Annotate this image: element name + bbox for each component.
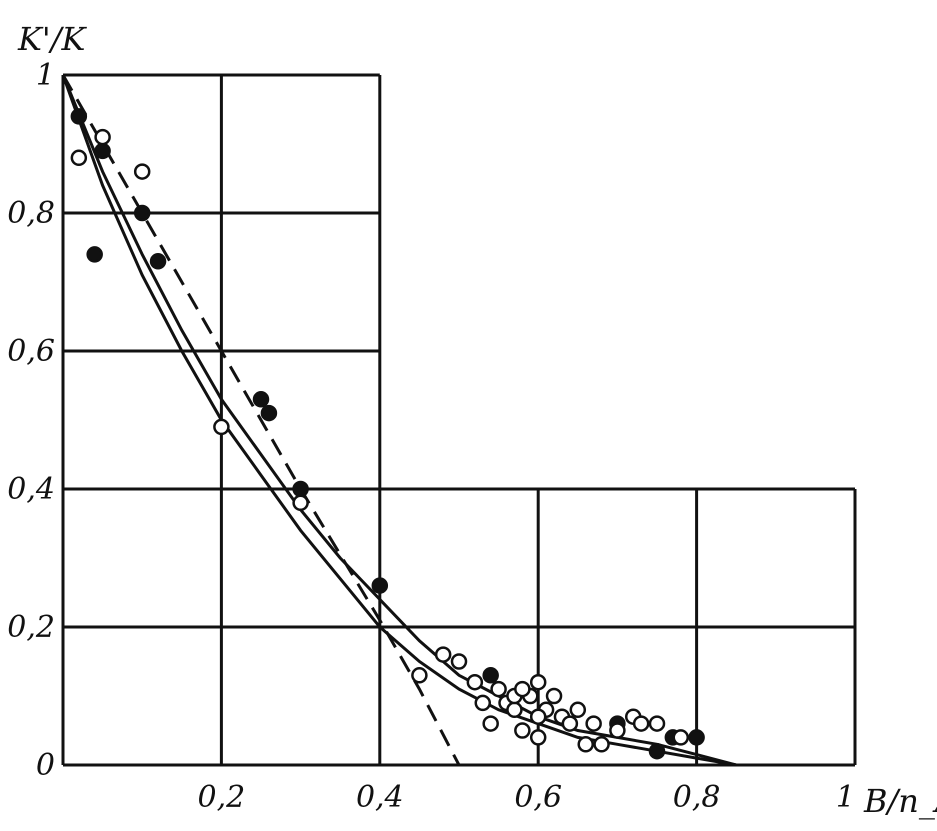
open-point xyxy=(585,715,602,732)
x-tick-label: 1 xyxy=(836,780,855,815)
y-tick-label: 0,2 xyxy=(7,610,55,645)
y-axis-title: K'/K xyxy=(17,20,87,58)
y-tick-label: 0,4 xyxy=(7,472,55,507)
open-point xyxy=(577,736,594,753)
filled-point xyxy=(252,391,270,408)
open-point xyxy=(529,729,547,746)
filled-point xyxy=(94,142,111,160)
y-tick-label: 1 xyxy=(36,58,55,93)
filled-point xyxy=(371,577,389,594)
open-point xyxy=(561,715,579,732)
open-point xyxy=(569,701,587,719)
open-point xyxy=(70,149,88,167)
filled-point xyxy=(260,404,278,422)
open-point xyxy=(466,673,484,691)
filled-point xyxy=(86,246,103,263)
open-point xyxy=(609,722,626,739)
curves xyxy=(61,74,737,767)
y-tick-label: 0 xyxy=(36,748,55,783)
open-point xyxy=(482,715,499,732)
solid-curve-1 xyxy=(61,74,737,767)
open-point xyxy=(514,722,531,739)
filled-point xyxy=(482,667,499,684)
open-point xyxy=(506,701,523,719)
open-point xyxy=(411,667,428,684)
open-point xyxy=(434,646,452,663)
open-point xyxy=(593,736,610,753)
open-point xyxy=(672,729,690,746)
y-tick-label: 0,6 xyxy=(7,334,55,369)
tick-labels: 0 0,2 0,4 0,6 0,8 1 0,2 0,4 0,6 0,8 1 xyxy=(7,58,855,815)
x-tick-label: 0,8 xyxy=(673,780,721,815)
solid-curve-0 xyxy=(61,74,737,767)
x-tick-label: 0,2 xyxy=(198,780,246,815)
open-point xyxy=(94,128,111,146)
grid xyxy=(61,73,857,767)
filled-point xyxy=(688,729,705,746)
open-point xyxy=(514,680,531,698)
open-point xyxy=(213,418,230,436)
open-point xyxy=(648,715,666,732)
open-point xyxy=(632,715,650,732)
x-axis-title: B/n_A xyxy=(863,782,937,820)
filled-point xyxy=(70,108,88,125)
open-point xyxy=(529,708,547,725)
x-tick-label: 0,4 xyxy=(356,780,404,815)
open-point xyxy=(292,494,309,512)
open-point xyxy=(450,653,468,670)
data-points xyxy=(70,108,705,760)
dashed-curve xyxy=(61,74,461,766)
filled-point xyxy=(149,253,167,270)
open-point xyxy=(490,680,507,698)
open-point xyxy=(529,673,547,691)
x-tick-label: 0,6 xyxy=(514,780,562,815)
open-point xyxy=(133,163,151,180)
open-point xyxy=(474,694,492,712)
y-tick-label: 0,8 xyxy=(7,196,55,231)
filled-point xyxy=(133,204,151,222)
filled-point xyxy=(292,480,309,498)
filled-point xyxy=(648,742,666,760)
open-point xyxy=(545,687,563,705)
